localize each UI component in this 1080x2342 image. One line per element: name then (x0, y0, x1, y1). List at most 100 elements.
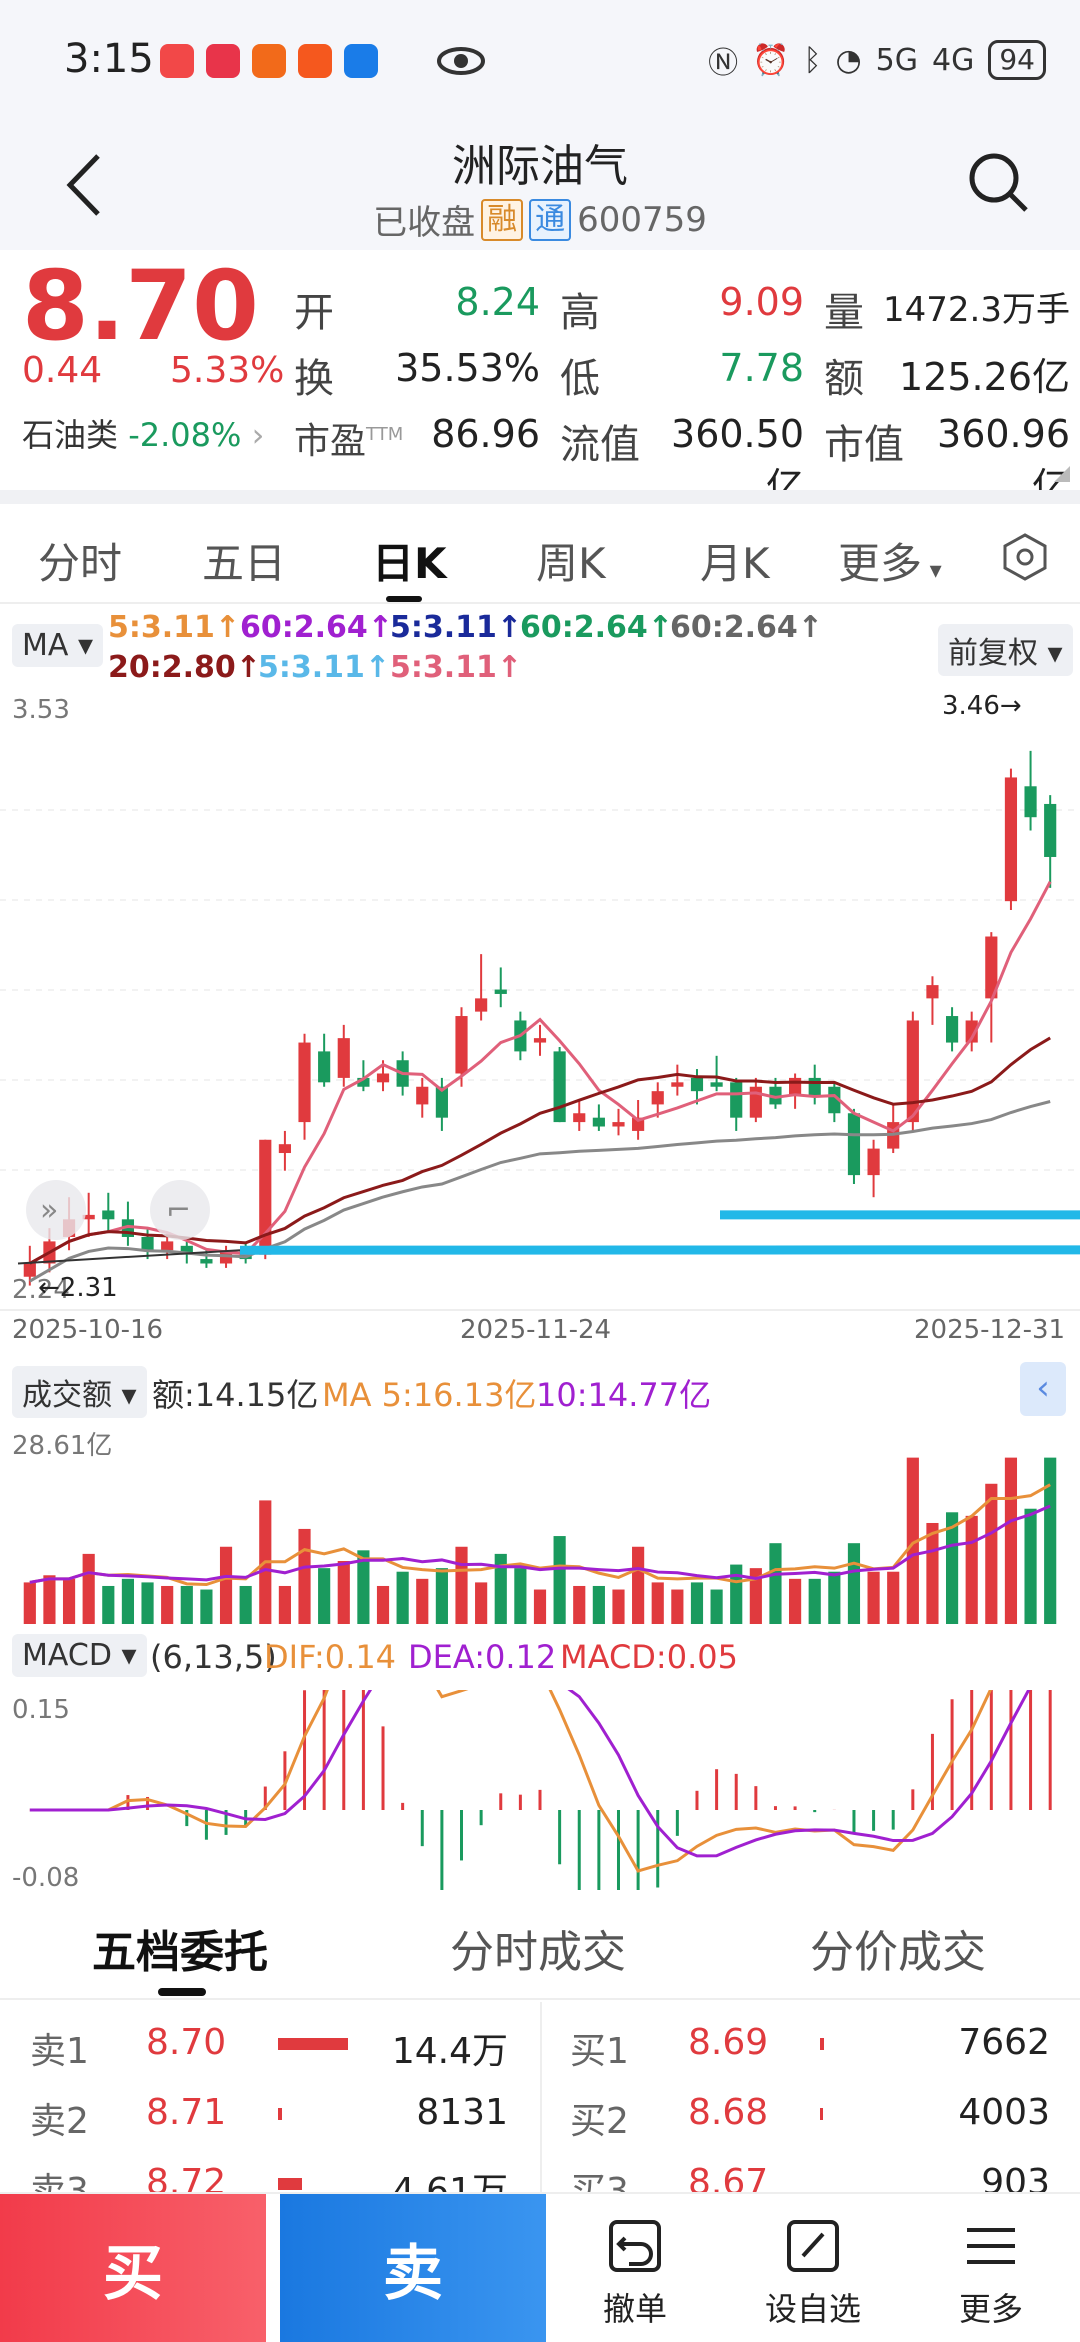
sell-volume: 14.4万 (360, 2022, 508, 2074)
volume-bar (278, 2178, 302, 2190)
bluetooth-icon: ᛒ (803, 43, 821, 78)
ma-item: 5:3.11↑ (258, 650, 390, 685)
volume-axis-max: 28.61亿 (12, 1431, 112, 1461)
order-tabs: 五档委托 分时成交 分价成交 (0, 1890, 1080, 2000)
undo-icon (605, 2216, 665, 2276)
float-cap-label: 流值 (560, 412, 640, 470)
macd-axis-bottom: -0.08 (12, 1863, 79, 1890)
buy-level: 买2 (570, 2092, 629, 2144)
tab-daily-k[interactable]: 日K (372, 530, 447, 591)
buy-price: 8.69 (688, 2022, 768, 2063)
buy-volume: 4003 (900, 2092, 1050, 2133)
quote-panel: 8.70 0.44 5.33% 石油类 -2.08% › 开 8.24 高 9.… (0, 250, 1080, 490)
tab-price-trades[interactable]: 分价成交 (810, 1916, 986, 1980)
tab-more[interactable]: 更多 ▾ (838, 530, 942, 591)
stock-code: 600759 (577, 200, 707, 240)
ma-item: 20:2.80↑ (108, 650, 261, 685)
high-value: 9.09 (660, 280, 804, 324)
order-book: 卖1 8.70 14.4万 卖2 8.71 8131 卖3 8.72 4.61万… (0, 2002, 1080, 2192)
app-icon (298, 44, 332, 78)
low-label: 低 (560, 346, 600, 404)
fullscreen-icon: ⌐ (166, 1193, 191, 1228)
ma-selector[interactable]: MA ▾ (12, 624, 103, 667)
high-marker: 3.46→ (942, 691, 1022, 721)
chevron-left-icon[interactable]: ‹ (1020, 1362, 1066, 1416)
alarm-icon: ⏰ (752, 43, 789, 78)
tab-intraday[interactable]: 分时 (38, 530, 122, 591)
ma-item: 5:3.11↑ (390, 610, 522, 645)
ma-item: 60:2.64↑ (670, 610, 823, 645)
double-chevron-icon: » (40, 1193, 58, 1228)
volume-value: 1472.3万手 (870, 282, 1070, 331)
sector-name: 石油类 (22, 416, 118, 454)
ma-legend: MA ▾ 5:3.11↑ 60:2.64↑ 5:3.11↑ 60:2.64↑ 6… (0, 606, 1080, 692)
eye-icon (436, 44, 486, 78)
connect-tag: 通 (529, 199, 571, 241)
settings-hexagon-icon[interactable] (1000, 532, 1050, 582)
macd-selector[interactable]: MACD ▾ (12, 1634, 147, 1677)
expand-corner-icon[interactable] (1054, 466, 1070, 482)
sell-price: 8.71 (146, 2092, 226, 2133)
high-label: 高 (560, 280, 600, 338)
add-watchlist-button[interactable]: 设自选 (724, 2194, 902, 2342)
price-change-pct: 5.33% (170, 350, 284, 391)
signal-4g: 4G (932, 43, 974, 78)
cancel-order-button[interactable]: 撤单 (546, 2194, 724, 2342)
status-bar: 3:15 Ⓝ ⏰ ᛒ ◔ 5G 4G 94 (0, 0, 1080, 120)
tab-weekly-k[interactable]: 周K (536, 530, 606, 591)
tab-order-book[interactable]: 五档委托 (92, 1916, 268, 1980)
nfc-icon: Ⓝ (708, 38, 738, 82)
macd-header: MACD ▾ (6,13,5) DIF:0.14 DEA:0.12 MACD:0… (0, 1630, 1080, 1690)
tab-five-day[interactable]: 五日 (202, 530, 286, 591)
ma-item: 60:2.64↑ (240, 610, 393, 645)
turnover-value: 35.53% (380, 346, 540, 390)
active-tab-indicator (386, 596, 422, 602)
buy-volume: 7662 (900, 2022, 1050, 2063)
sector-pct: -2.08% (128, 416, 241, 454)
battery-indicator: 94 (988, 40, 1046, 80)
volume-header: 成交额 ▾ 额:14.15亿 MA 5:16.13亿 10:14.77亿 ‹ (0, 1362, 1080, 1422)
search-icon[interactable] (966, 150, 1030, 214)
menu-icon (961, 2216, 1021, 2276)
wifi-icon: ◔ (835, 43, 861, 78)
buy-price: 8.67 (688, 2162, 768, 2192)
volume-amount: 额:14.15亿 (152, 1370, 318, 1416)
price-axis-max: 3.53 (12, 695, 70, 725)
volume-ma5: MA 5:16.13亿 (322, 1370, 536, 1416)
macd-dif: DIF:0.14 (264, 1638, 396, 1676)
tab-monthly-k[interactable]: 月K (700, 530, 770, 591)
sell-volume: 4.61万 (360, 2162, 508, 2192)
edit-icon (783, 2216, 843, 2276)
low-marker: ←2.31 (38, 1273, 118, 1303)
more-button[interactable]: 更多 (902, 2194, 1080, 2342)
divider (0, 490, 1080, 504)
macd-value: MACD:0.05 (560, 1638, 738, 1676)
adjust-selector[interactable]: 前复权 ▾ (938, 624, 1073, 676)
buy-volume: 903 (900, 2162, 1050, 2192)
sell-price: 8.72 (146, 2162, 226, 2192)
date-label-start: 2025-10-16 (12, 1315, 163, 1345)
kline-chart[interactable]: 3.53 2.24 3.46→ ←2.31 » ⌐ 2025-10-16 202… (0, 690, 1080, 1350)
period-tabs: 分时 五日 日K 周K 月K 更多 ▾ (0, 504, 1080, 604)
sell-level: 卖3 (30, 2162, 89, 2192)
stock-subline: 已收盘 融 通 600759 (0, 195, 1080, 244)
turnover-label: 换 (294, 346, 334, 404)
macd-chart: 0.15 -0.08 (0, 1690, 1080, 1890)
buy-button[interactable]: 买 (0, 2194, 266, 2342)
macd-params: (6,13,5) (150, 1638, 277, 1676)
status-time: 3:15 (64, 36, 154, 82)
ma-item: 5:3.11↑ (108, 610, 240, 645)
dropdown-icon: ▾ (922, 556, 942, 584)
volume-label: 量 (824, 280, 864, 338)
volume-bar (278, 2038, 348, 2050)
low-value: 7.78 (660, 346, 804, 390)
tab-tick-trades[interactable]: 分时成交 (450, 1916, 626, 1980)
price-change: 0.44 (22, 350, 102, 391)
ma-item: 60:2.64↑ (520, 610, 673, 645)
volume-selector[interactable]: 成交额 ▾ (12, 1366, 147, 1418)
macd-dea: DEA:0.12 (408, 1638, 556, 1676)
sell-button[interactable]: 卖 (280, 2194, 546, 2342)
status-right: Ⓝ ⏰ ᛒ ◔ 5G 4G 94 (708, 38, 1046, 82)
pe-value: 86.96 (380, 412, 540, 456)
sector-link[interactable]: 石油类 -2.08% › (22, 410, 264, 456)
